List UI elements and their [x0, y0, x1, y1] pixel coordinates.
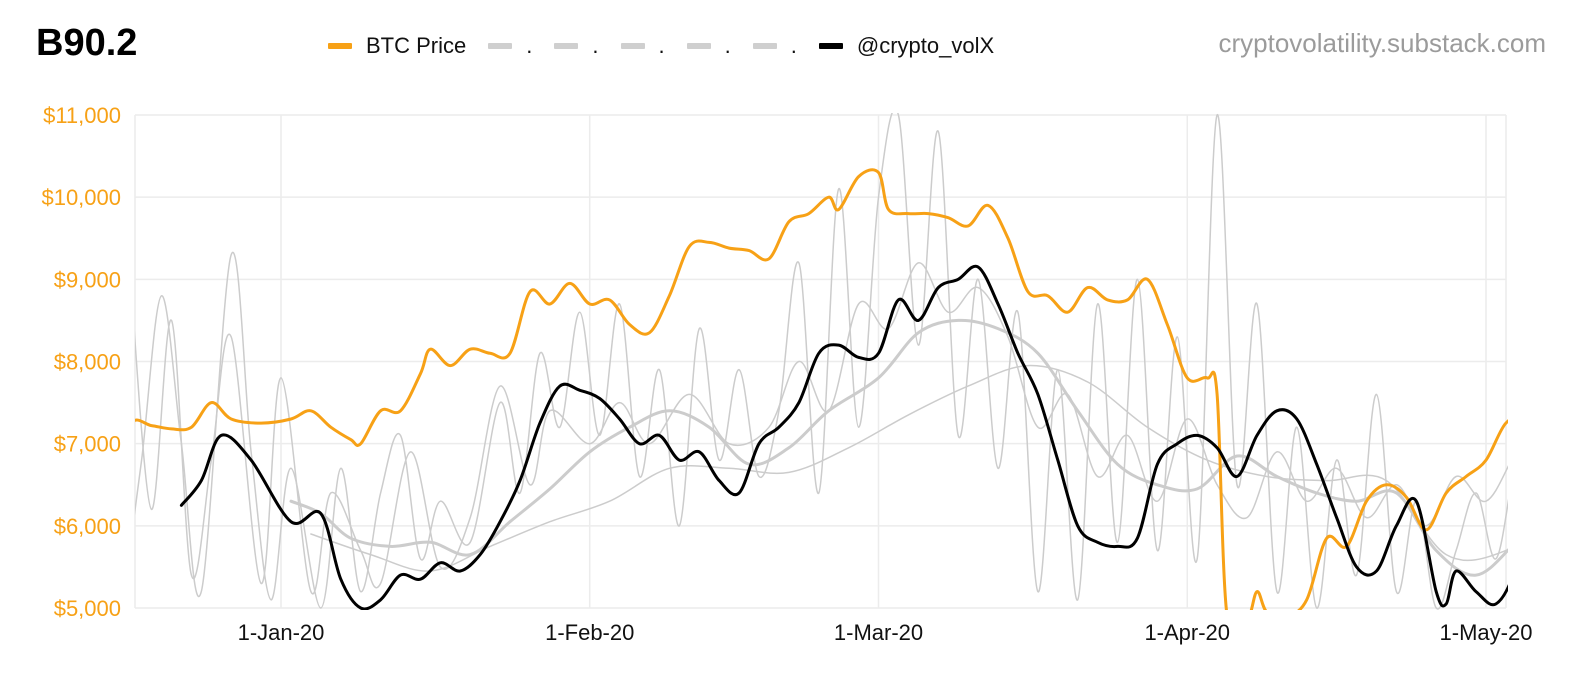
legend-label-grey: .: [658, 33, 665, 58]
legend-swatch-grey: [620, 43, 645, 49]
series-line-crypto-volx: [179, 264, 1508, 610]
y-tick-label: $6,000: [54, 514, 121, 539]
legend-swatch-btc: [328, 43, 352, 49]
legend-swatch-volx: [818, 43, 843, 49]
legend-swatch-grey: [686, 43, 711, 49]
legend-item-grey-3: .: [620, 33, 665, 59]
y-tick-label: $11,000: [43, 103, 121, 128]
legend-swatch-grey: [752, 43, 777, 49]
x-tick-label: 1-Jan-20: [238, 620, 325, 645]
series-line-grey: [310, 364, 1508, 572]
plot-area: [135, 113, 1508, 610]
watermark-source: cryptovolatility.substack.com: [1218, 28, 1546, 58]
legend-item-grey-2: .: [554, 33, 599, 59]
legend-label-grey: .: [526, 33, 533, 58]
x-tick-label: 1-Apr-20: [1144, 620, 1230, 645]
series-line-btc-price: [135, 168, 1508, 610]
x-tick-label: 1-May-20: [1440, 620, 1533, 645]
legend-swatch-grey: [488, 43, 513, 49]
legend-item-btc-price: BTC Price: [328, 33, 466, 59]
legend-label-grey: .: [724, 33, 731, 58]
legend-label-grey: .: [592, 33, 599, 58]
chart-legend: BTC Price . . . . . @crypto_volX: [328, 33, 994, 59]
legend-item-crypto-volx: @crypto_volX: [818, 33, 995, 59]
series-line-grey: [289, 318, 1508, 577]
legend-label-volx: @crypto_volX: [856, 33, 995, 58]
y-tick-label: $7,000: [54, 432, 121, 457]
legend-swatch-grey: [554, 43, 579, 49]
legend-item-grey-1: .: [488, 33, 532, 59]
y-tick-label: $5,000: [54, 596, 121, 621]
series-line-grey: [135, 262, 1508, 595]
x-tick-label: 1-Feb-20: [545, 620, 634, 645]
legend-label-grey: .: [790, 33, 797, 58]
chart-title: B90.2: [36, 22, 138, 64]
y-tick-label: $8,000: [54, 350, 121, 375]
y-tick-label: $10,000: [41, 185, 121, 210]
legend-item-grey-5: .: [752, 33, 797, 59]
x-tick-label: 1-Mar-20: [834, 620, 923, 645]
legend-label-btc: BTC Price: [366, 33, 467, 58]
series-line-grey: [135, 113, 1508, 610]
y-tick-label: $9,000: [54, 267, 121, 292]
legend-item-grey-4: .: [686, 33, 731, 59]
